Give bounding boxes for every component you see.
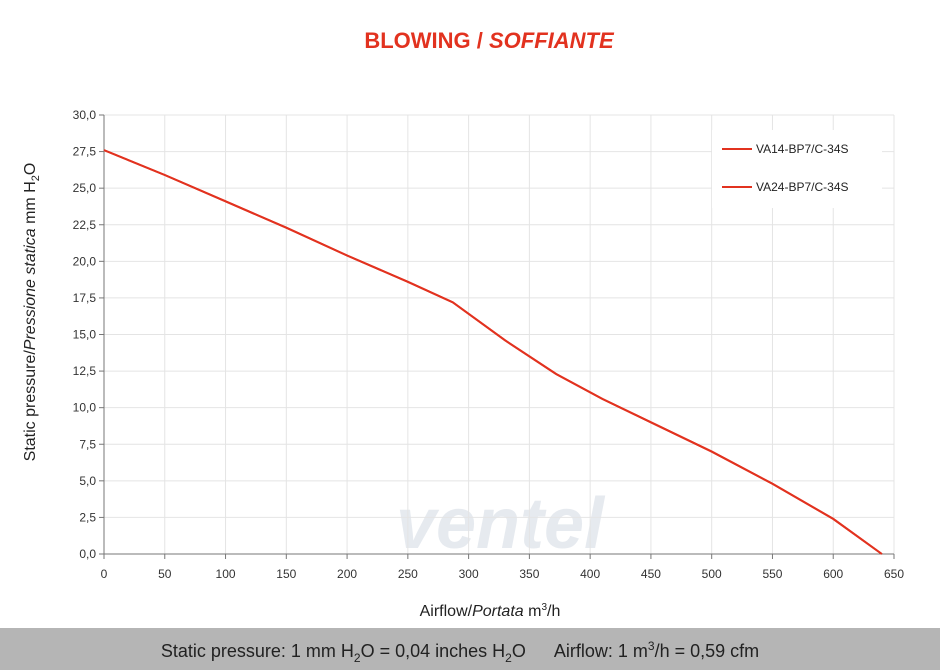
label-part: 3	[541, 602, 547, 613]
x-tick-label: 200	[337, 567, 357, 581]
y-tick-label: 20,0	[73, 254, 97, 268]
footer-part: O	[512, 641, 526, 661]
legend-label: VA14-BP7/C-34S	[756, 142, 849, 156]
label-part: Static pressure/	[22, 350, 39, 462]
x-tick-label: 600	[823, 567, 843, 581]
x-tick-label: 450	[641, 567, 661, 581]
x-tick-label: 500	[702, 567, 722, 581]
x-tick-label: 50	[158, 567, 172, 581]
label-part: 2	[30, 175, 42, 181]
x-tick-label: 650	[884, 567, 904, 581]
series-line	[103, 149, 883, 555]
y-tick-label: 15,0	[73, 328, 97, 342]
y-tick-label: 0,0	[79, 547, 96, 561]
footer-part: Airflow: 1 m	[554, 641, 648, 661]
y-tick-label: 27,5	[73, 145, 97, 159]
footer-part: 3	[648, 639, 655, 653]
label-part: Portata	[472, 603, 524, 620]
y-tick-label: 17,5	[73, 291, 97, 305]
title-part: BLOWING /	[364, 28, 483, 53]
footer: Static pressure: 1 mm H2O = 0,04 inches …	[161, 639, 759, 665]
label-part: O	[22, 163, 39, 175]
x-tick-label: 150	[276, 567, 296, 581]
x-tick-label: 300	[459, 567, 479, 581]
title-part: SOFFIANTE	[489, 28, 615, 53]
y-tick-label: 22,5	[73, 218, 97, 232]
footer-part: 2	[505, 651, 512, 665]
footer-part: Static pressure: 1 mm H	[161, 641, 354, 661]
y-tick-label: 12,5	[73, 364, 97, 378]
label-part: mm H	[22, 181, 39, 224]
y-tick-label: 5,0	[79, 474, 96, 488]
footer-band	[0, 628, 940, 670]
y-tick-label: 10,0	[73, 401, 97, 415]
x-tick-label: 350	[519, 567, 539, 581]
legend-label: VA24-BP7/C-34S	[756, 180, 849, 194]
label-part: m	[528, 603, 541, 620]
chart-title: BLOWING / SOFFIANTE	[364, 28, 615, 53]
label-part: /h	[547, 603, 560, 620]
watermark: ventel	[396, 484, 606, 564]
y-tick-label: 25,0	[73, 181, 97, 195]
legend-box	[712, 130, 882, 208]
x-tick-label: 250	[398, 567, 418, 581]
y-axis-label: Static pressure/Pressione statica mm H2O	[22, 163, 42, 462]
footer-part: O = 0,04 inches H	[361, 641, 506, 661]
footer-part: 2	[354, 651, 361, 665]
y-tick-label: 7,5	[79, 437, 96, 451]
x-axis-label: Airflow/Portata m3/h	[420, 602, 561, 620]
label-part: Pressione statica	[22, 228, 39, 350]
y-tick-label: 30,0	[73, 108, 97, 122]
label-part: Airflow/	[420, 603, 473, 620]
x-tick-label: 100	[216, 567, 236, 581]
y-tick-label: 2,5	[79, 510, 96, 524]
x-tick-label: 400	[580, 567, 600, 581]
x-tick-label: 550	[762, 567, 782, 581]
x-tick-label: 0	[101, 567, 108, 581]
footer-part: /h = 0,59 cfm	[655, 641, 760, 661]
